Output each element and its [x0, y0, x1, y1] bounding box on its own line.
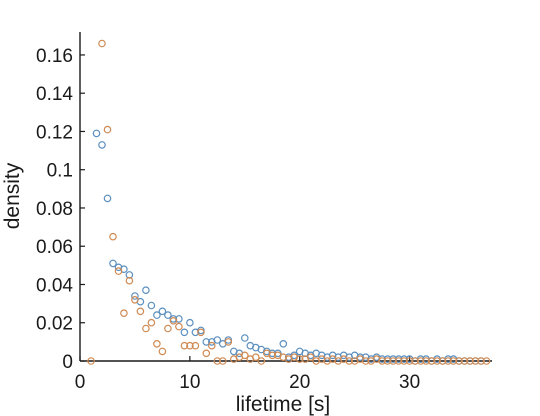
data-point [103, 125, 112, 134]
data-point [92, 129, 101, 138]
data-point [241, 334, 249, 342]
data-point [213, 336, 222, 344]
data-point [131, 295, 139, 304]
data-point [180, 328, 189, 337]
data-point [438, 357, 447, 365]
data-point [202, 349, 211, 358]
data-point [466, 357, 474, 365]
data-point [98, 39, 106, 48]
y-tick-label: 0.08 [36, 199, 73, 220]
data-point [471, 357, 480, 365]
data-point [180, 341, 189, 350]
chart-axes: 0 0.02 0.04 0.06 0.08 0.1 0.12 0.14 0.16 0 10 20 30 [36, 32, 492, 393]
data-point [224, 338, 233, 346]
data-point [427, 357, 436, 365]
y-tick-label: 0.06 [36, 237, 73, 258]
data-point [455, 357, 463, 365]
y-tick-label: 0.02 [36, 314, 73, 335]
data-point [306, 353, 315, 362]
data-point [383, 357, 392, 365]
data-point [378, 357, 386, 365]
data-point [158, 347, 167, 356]
x-axis-label: lifetime [s] [236, 393, 331, 416]
data-point [422, 357, 430, 365]
data-point [147, 318, 156, 327]
data-point [153, 339, 161, 348]
data-point [103, 194, 112, 203]
data-point [153, 311, 161, 319]
data-point [142, 286, 150, 295]
y-tick-label: 0 [62, 352, 73, 373]
data-point [191, 341, 200, 350]
data-point [125, 276, 134, 285]
data-point [279, 339, 288, 348]
data-point [109, 259, 117, 268]
y-tick-label: 0.16 [36, 46, 73, 67]
data-point [257, 357, 266, 365]
y-tick-label: 0.12 [36, 122, 73, 143]
data-point [252, 353, 260, 362]
data-point [416, 357, 425, 365]
series-2 [87, 39, 491, 365]
data-point [147, 301, 156, 310]
data-point [219, 357, 227, 365]
y-tick-label: 0.04 [36, 275, 73, 296]
data-point [142, 324, 150, 333]
data-point [136, 307, 145, 316]
x-tick-label: 0 [75, 372, 86, 393]
data-point [449, 357, 458, 365]
data-point [405, 357, 414, 365]
data-point [164, 311, 172, 319]
data-point [186, 318, 194, 327]
data-point [213, 357, 222, 365]
data-point [241, 351, 249, 360]
data-point [433, 357, 441, 365]
y-tick-label: 0.14 [36, 84, 73, 105]
data-point [169, 316, 178, 325]
data-point [208, 341, 216, 350]
data-point [98, 141, 106, 149]
data-point [444, 357, 452, 365]
data-point [197, 328, 205, 337]
data-point [460, 357, 469, 365]
y-axis-label: density [1, 162, 24, 229]
data-point [120, 309, 128, 318]
data-point [164, 324, 172, 333]
x-tick-label: 20 [289, 372, 310, 393]
data-point [400, 357, 408, 365]
data-point [131, 292, 139, 300]
chart-series-layer [87, 39, 491, 365]
x-tick-label: 30 [399, 372, 420, 393]
data-point [295, 355, 304, 363]
data-point [411, 357, 419, 365]
y-tick-label: 0.1 [47, 161, 73, 182]
data-point [158, 307, 167, 316]
data-point [361, 357, 370, 365]
data-point [389, 357, 397, 365]
series-1 [92, 129, 485, 365]
data-point [87, 357, 95, 365]
data-point [268, 351, 277, 360]
data-point [477, 357, 485, 365]
data-point [186, 341, 194, 350]
data-point [114, 267, 123, 275]
data-point [175, 322, 183, 331]
data-point [394, 357, 403, 365]
data-point [345, 357, 354, 365]
data-point [109, 232, 117, 241]
data-point [482, 357, 491, 365]
x-tick-label: 10 [179, 372, 200, 393]
data-point [202, 338, 211, 346]
